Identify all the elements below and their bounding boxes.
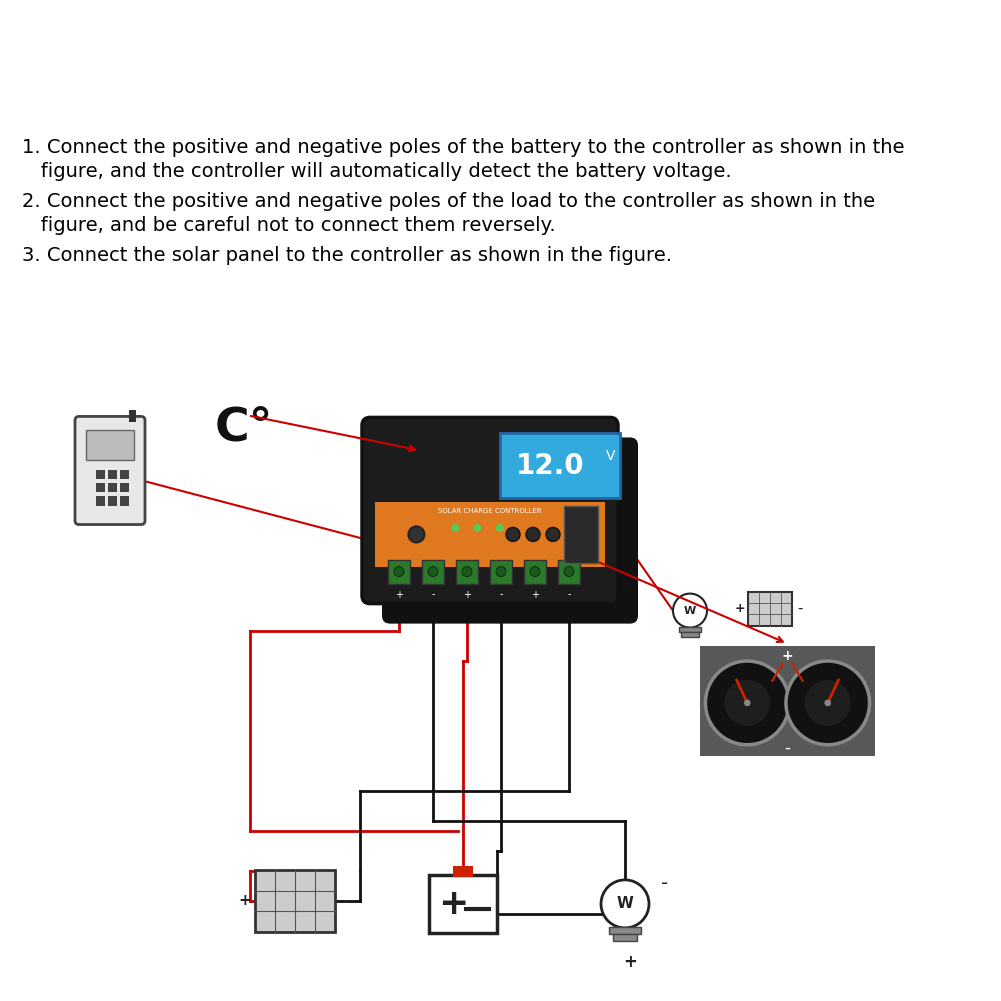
Circle shape [786, 661, 870, 745]
Text: SYSTEM CONNECTION: SYSTEM CONNECTION [23, 17, 978, 93]
Text: -: - [662, 875, 669, 893]
Circle shape [744, 700, 751, 707]
Circle shape [506, 528, 520, 542]
Text: figure, and be careful not to connect them reversely.: figure, and be careful not to connect th… [22, 216, 556, 235]
Bar [96, 483, 105, 492]
Text: W: W [617, 897, 634, 911]
Circle shape [805, 680, 851, 726]
Circle shape [725, 680, 770, 726]
Circle shape [530, 567, 540, 577]
Text: C°: C° [215, 405, 273, 450]
Text: 12.0: 12.0 [517, 451, 585, 479]
Text: +: + [531, 590, 539, 600]
Text: +: + [463, 590, 471, 600]
Circle shape [526, 528, 540, 542]
Circle shape [473, 524, 481, 532]
Text: -: - [431, 590, 434, 600]
Circle shape [825, 700, 831, 707]
Bar [748, 592, 792, 626]
Circle shape [428, 567, 438, 577]
Text: -: - [499, 590, 503, 600]
Bar [108, 496, 117, 506]
Bar [558, 560, 580, 584]
Text: W: W [684, 606, 696, 616]
Bar [613, 934, 638, 941]
Bar [96, 496, 105, 506]
Bar [681, 632, 699, 637]
Bar [388, 560, 410, 584]
Bar [500, 433, 620, 498]
FancyBboxPatch shape [75, 416, 145, 525]
Bar [120, 470, 129, 479]
Text: -: - [341, 892, 348, 910]
Bar [490, 560, 512, 584]
Text: figure, and the controller will automatically detect the battery voltage.: figure, and the controller will automati… [22, 162, 732, 181]
Circle shape [564, 567, 574, 577]
Text: 1. Connect the positive and negative poles of the battery to the controller as s: 1. Connect the positive and negative pol… [22, 138, 905, 157]
Bar [429, 875, 497, 933]
Bar [524, 560, 546, 584]
Bar [120, 483, 129, 492]
Text: -: - [785, 739, 791, 757]
Bar [610, 927, 641, 934]
Circle shape [451, 524, 459, 532]
Circle shape [408, 527, 424, 543]
Text: +: + [437, 887, 468, 921]
Text: +: + [782, 649, 794, 663]
Bar [375, 503, 605, 567]
Text: +: + [735, 603, 746, 615]
Bar [453, 866, 473, 877]
Text: +: + [623, 953, 637, 971]
Bar [96, 470, 105, 479]
Bar [456, 560, 478, 584]
Text: 2. Connect the positive and negative poles of the load to the controller as show: 2. Connect the positive and negative pol… [22, 192, 875, 211]
Bar [108, 470, 117, 479]
FancyBboxPatch shape [382, 437, 638, 624]
Text: V: V [607, 449, 616, 463]
Bar [422, 560, 444, 584]
Text: SOLAR CHARGE CONTROLLER: SOLAR CHARGE CONTROLLER [438, 509, 542, 515]
Bar [700, 646, 875, 756]
Circle shape [394, 567, 404, 577]
Text: -: - [797, 602, 803, 616]
Bar [120, 496, 129, 506]
FancyBboxPatch shape [362, 417, 618, 604]
Bar [129, 410, 136, 422]
Text: -: - [568, 590, 571, 600]
Text: +: + [238, 894, 251, 908]
Circle shape [601, 880, 649, 928]
Bar [679, 627, 701, 632]
Bar [108, 483, 117, 492]
Bar [564, 507, 599, 563]
Bar [255, 870, 335, 932]
Circle shape [495, 524, 504, 532]
Text: 3. Connect the solar panel to the controller as shown in the figure.: 3. Connect the solar panel to the contro… [22, 246, 672, 265]
Circle shape [546, 528, 560, 542]
Text: +: + [395, 590, 403, 600]
Circle shape [673, 594, 707, 628]
Circle shape [496, 567, 506, 577]
Bar [86, 430, 134, 460]
Circle shape [706, 661, 789, 745]
Circle shape [462, 567, 472, 577]
